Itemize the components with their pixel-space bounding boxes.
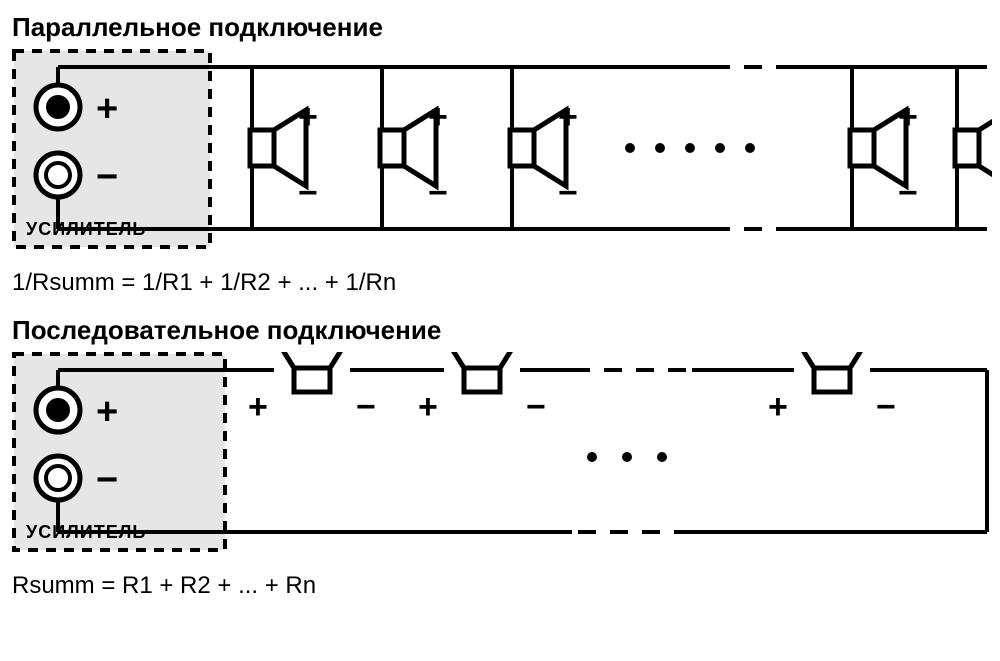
speaker-minus-label: − [428,174,448,212]
ellipsis-dot [685,143,695,153]
amplifier-box [14,354,225,550]
ellipsis-dot [622,452,632,462]
speaker-minus-label: − [876,388,896,426]
series-title: Последовательное подключение [12,315,988,346]
series-formula: Rsumm = R1 + R2 + ... + Rn [12,572,988,600]
speaker-plus-label: + [248,388,268,426]
speaker-icon [510,130,534,166]
series-diagram: +−УСИЛИТЕЛЬ+−+−+− [12,352,992,562]
speaker-icon [850,130,874,166]
speaker-plus-label: + [298,98,318,136]
terminal-minus-label: − [96,459,118,501]
terminal-minus-label: − [96,156,118,198]
parallel-title: Параллельное подключение [12,12,988,43]
speaker-plus-label: + [558,98,578,136]
speaker-icon [814,368,850,392]
speaker-icon [250,130,274,166]
speaker-minus-label: − [298,174,318,212]
speaker-minus-label: − [898,174,918,212]
terminal-plus-label: + [96,391,118,433]
speaker-icon [955,130,979,166]
amplifier-box [14,51,210,247]
ellipsis-dot [715,143,725,153]
speaker-minus-label: − [526,388,546,426]
parallel-diagram: +−УСИЛИТЕЛЬ+−+−+−+−+− [12,49,992,259]
terminal-plus-label: + [96,88,118,130]
speaker-icon [464,368,500,392]
terminal-minus-ring [46,466,70,490]
terminal-plus-dot [46,95,70,119]
ellipsis-dot [657,452,667,462]
speaker-horn-icon [444,352,520,368]
speaker-plus-label: + [898,98,918,136]
speaker-plus-label: + [418,388,438,426]
terminal-minus-ring [46,163,70,187]
speaker-icon [294,368,330,392]
speaker-horn-icon [274,352,350,368]
ellipsis-dot [745,143,755,153]
speaker-plus-label: + [428,98,448,136]
speaker-minus-label: − [558,174,578,212]
terminal-plus-dot [46,398,70,422]
speaker-minus-label: − [356,388,376,426]
ellipsis-dot [587,452,597,462]
ellipsis-dot [625,143,635,153]
speaker-horn-icon [979,110,992,186]
ellipsis-dot [655,143,665,153]
speaker-plus-label: + [768,388,788,426]
speaker-icon [380,130,404,166]
parallel-formula: 1/Rsumm = 1/R1 + 1/R2 + ... + 1/Rn [12,269,988,297]
speaker-horn-icon [794,352,870,368]
